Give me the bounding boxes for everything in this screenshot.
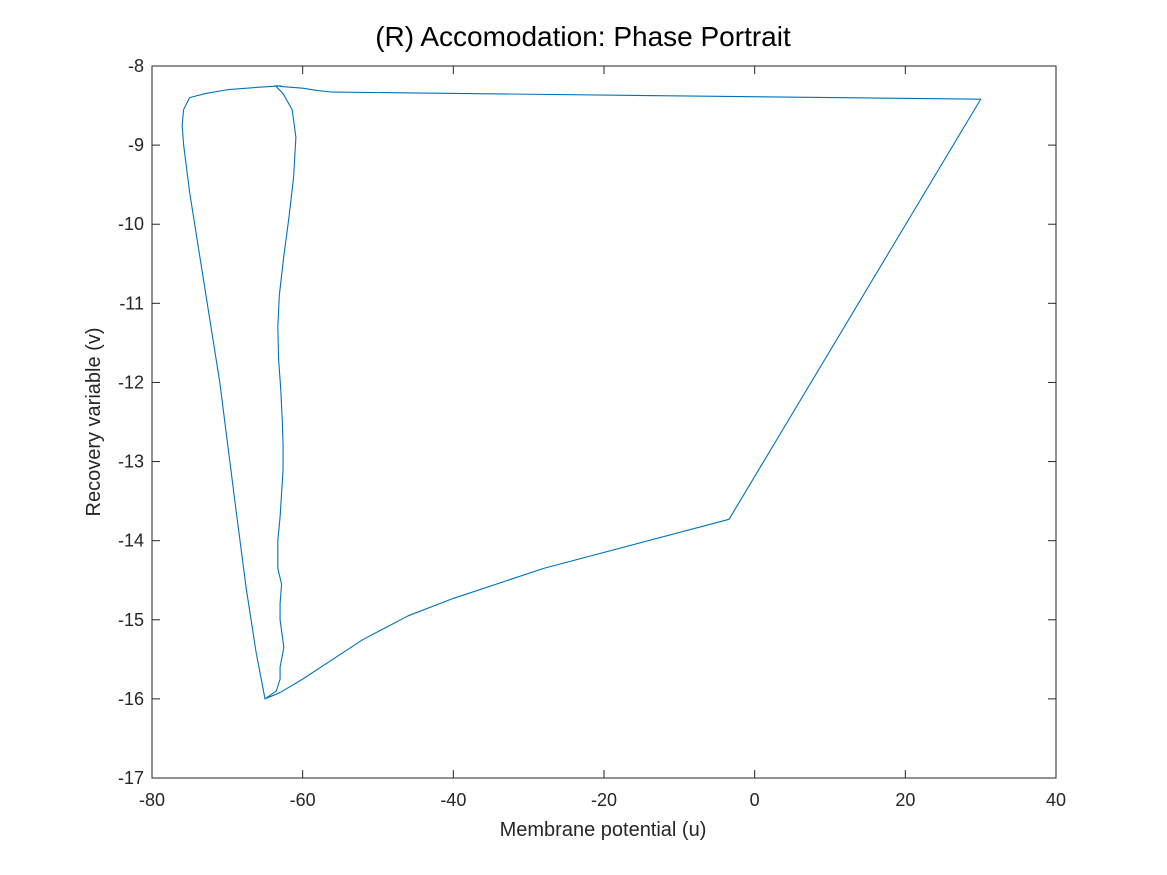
y-tick-label: -9 bbox=[128, 135, 144, 155]
x-tick-label: -40 bbox=[440, 790, 466, 810]
chart-title: (R) Accomodation: Phase Portrait bbox=[375, 21, 791, 52]
y-tick-label: -11 bbox=[119, 293, 144, 313]
x-axis-label: Membrane potential (u) bbox=[500, 819, 707, 841]
x-tick-label: 0 bbox=[750, 790, 760, 810]
axes-box bbox=[151, 65, 1057, 779]
y-tick-label: -15 bbox=[118, 610, 144, 630]
y-tick-label: -8 bbox=[128, 56, 144, 76]
plot-area bbox=[151, 65, 1057, 779]
x-tick-label: 20 bbox=[895, 790, 915, 810]
axis-ticks: -80 -60 -40 -20 0 20 40 -17 -16 -15 -14 -13 -12 -11 -1… bbox=[118, 56, 1066, 810]
y-tick-label: -13 bbox=[118, 452, 144, 472]
y-tick-label: -12 bbox=[118, 372, 144, 392]
x-tick-label: -60 bbox=[290, 790, 316, 810]
y-tick-label: -17 bbox=[118, 768, 144, 788]
y-tick-label: -10 bbox=[118, 214, 144, 234]
y-axis-label: Recovery variable (v) bbox=[83, 328, 105, 517]
y-tick-label: -14 bbox=[118, 531, 144, 551]
x-tick-label: 40 bbox=[1046, 790, 1066, 810]
x-tick-label: -20 bbox=[591, 790, 617, 810]
y-tick-label: -16 bbox=[118, 689, 144, 709]
series-line-0 bbox=[181, 85, 982, 700]
x-tick-label: -80 bbox=[139, 790, 165, 810]
